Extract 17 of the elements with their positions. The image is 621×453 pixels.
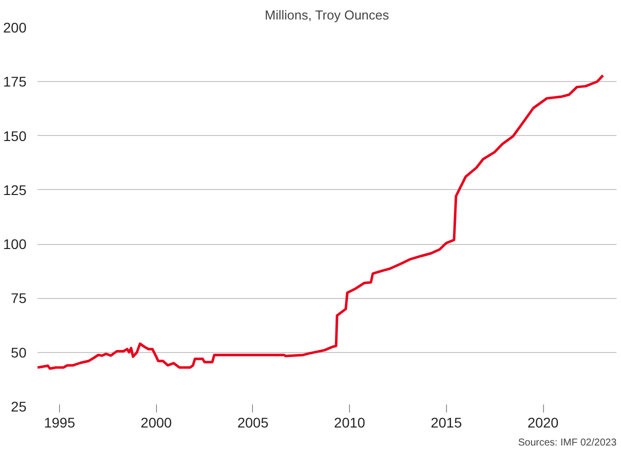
x-tick-label: 2015 — [430, 414, 462, 430]
y-tick-label: 200 — [3, 20, 27, 36]
y-tick-label: 125 — [3, 182, 27, 198]
y-tick-label: 175 — [3, 74, 27, 90]
x-tick-label: 1995 — [44, 414, 76, 430]
x-tick-label: 2005 — [237, 414, 269, 430]
y-tick-label: 100 — [3, 236, 27, 252]
x-tick-label: 2020 — [527, 414, 559, 430]
x-tick-label: 2010 — [334, 414, 366, 430]
y-tick-label: 50 — [10, 344, 27, 360]
y-tick-label: 25 — [10, 398, 27, 414]
x-tick-label: 2000 — [140, 414, 172, 430]
chart-title: Millions, Troy Ounces — [264, 8, 390, 22]
y-tick-label: 150 — [3, 128, 27, 144]
y-tick-label: 75 — [10, 290, 27, 306]
source-note: Sources: IMF 02/2023 — [518, 438, 617, 448]
line-series — [38, 74, 604, 370]
